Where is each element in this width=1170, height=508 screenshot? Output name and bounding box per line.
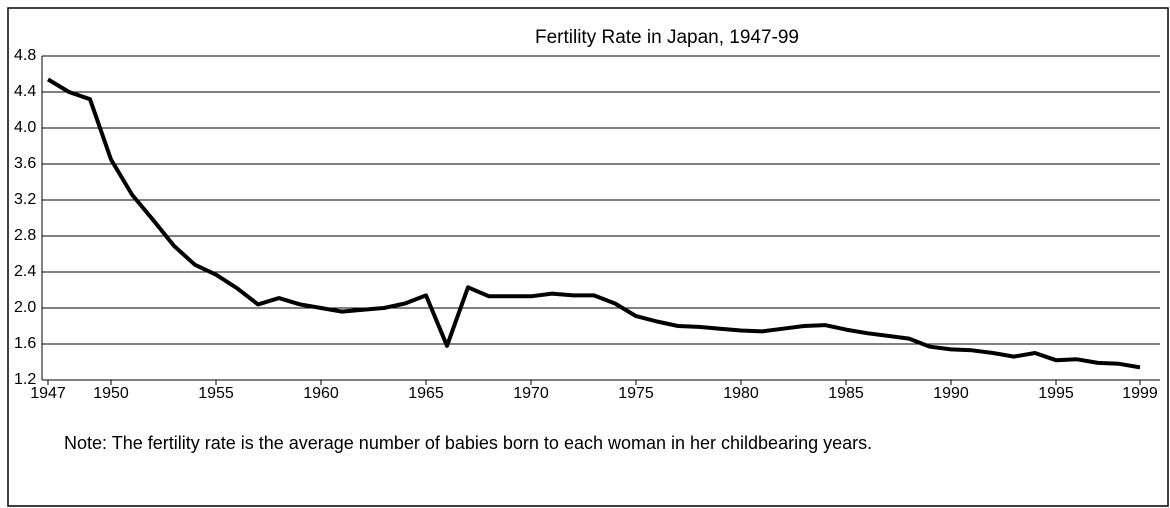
note: Note: The fertility rate is the average … xyxy=(64,433,872,453)
x-tick-label: 1947 xyxy=(30,385,66,402)
y-tick-label: 2.4 xyxy=(14,263,36,280)
x-tick-label: 1990 xyxy=(933,385,969,402)
x-tick-label: 1960 xyxy=(303,385,339,402)
x-tick-label: 1955 xyxy=(198,385,234,402)
y-tick-label: 4.0 xyxy=(14,119,36,136)
x-tick-label: 1950 xyxy=(93,385,129,402)
y-tick-label: 2.0 xyxy=(14,299,36,316)
frame xyxy=(7,7,1169,507)
x-tick-label: 1975 xyxy=(618,385,654,402)
y-tick-label: 4.8 xyxy=(14,47,36,64)
data-line xyxy=(46,77,1141,370)
x-tick-label: 1995 xyxy=(1038,385,1074,402)
x-tick-label: 1970 xyxy=(513,385,549,402)
x-tick-label: 1965 xyxy=(408,385,444,402)
chart-title: Fertility Rate in Japan, 1947-99 xyxy=(535,27,799,48)
y-tick-label: 2.8 xyxy=(14,227,36,244)
x-tick-label: 1985 xyxy=(828,385,864,402)
y-tick-label: 4.4 xyxy=(14,83,36,100)
y-tick-label: 1.6 xyxy=(14,335,36,352)
y-tick-label: 1.2 xyxy=(14,371,36,388)
y-tick-label: 3.6 xyxy=(14,155,36,172)
x-tick-label: 1980 xyxy=(723,385,759,402)
x-tick-label: 1999 xyxy=(1122,385,1158,402)
y-tick-label: 3.2 xyxy=(14,191,36,208)
